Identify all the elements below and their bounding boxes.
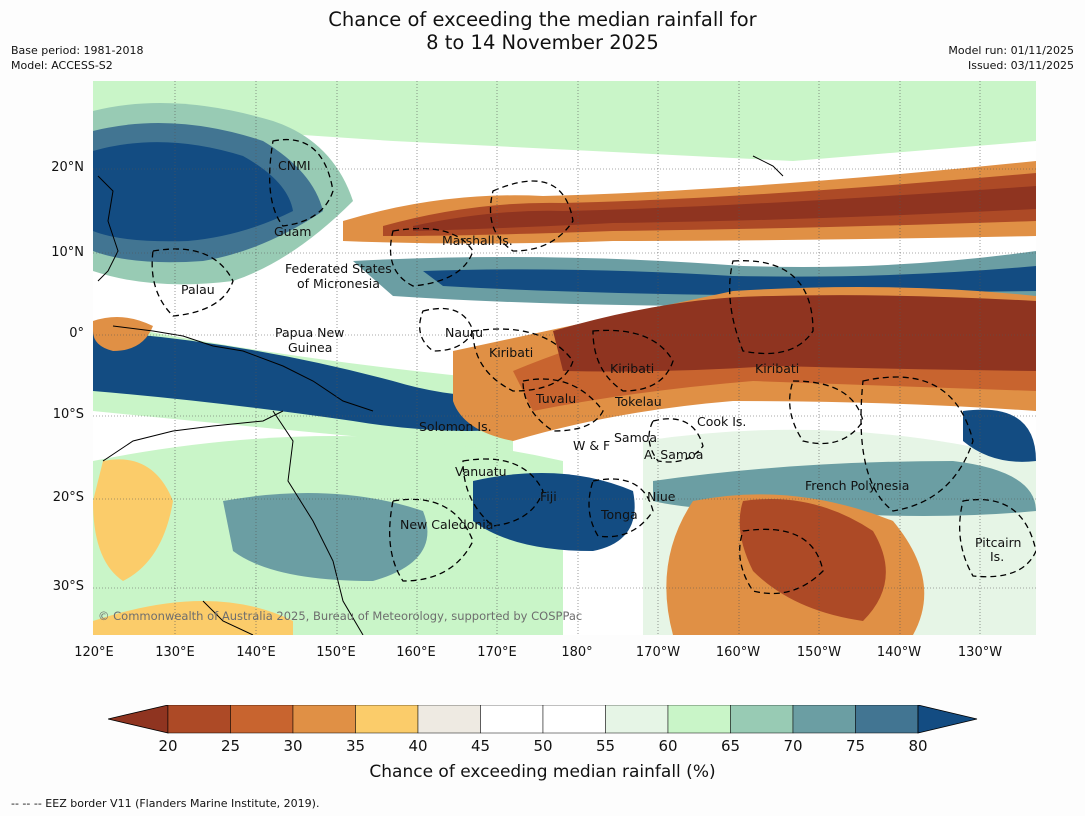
lat-label-10s: 10°S	[52, 407, 84, 422]
model-run: Model run: 01/11/2025	[948, 44, 1074, 57]
colorbar-above-80	[917, 705, 978, 734]
lon-label-140e: 140°E	[236, 645, 276, 660]
label-marshall-is: Marshall Is.	[442, 233, 513, 248]
eez-legend-note: -- -- -- EEZ border V11 (Flanders Marine…	[11, 797, 320, 810]
meta-left: Base period: 1981-2018 Model: ACCESS-S2	[11, 43, 143, 73]
colorbar-bin-30-35	[292, 705, 356, 734]
label-kiribati-central: Kiribati	[610, 361, 655, 376]
lon-label-120e: 120°E	[74, 645, 114, 660]
label-fsm-line1: Federated States	[285, 261, 392, 276]
label-tokelau: Tokelau	[615, 394, 662, 409]
model-name: Model: ACCESS-S2	[11, 59, 113, 72]
colorbar-bin-50-55	[542, 705, 606, 734]
label-solomon-is: Solomon Is.	[419, 419, 492, 434]
colorbar-tick-35: 35	[345, 737, 366, 755]
map-canvas	[93, 81, 1036, 635]
rainfall-map[interactable]: CNMI Guam Marshall Is. Federated States …	[93, 81, 1036, 635]
colorbar-bin-45-50	[480, 705, 544, 734]
colorbar-tick-25: 25	[220, 737, 241, 755]
colorbar-bin-25-30	[230, 705, 294, 734]
meta-right: Model run: 01/11/2025 Issued: 03/11/2025	[948, 43, 1074, 73]
lon-label-150e: 150°E	[316, 645, 356, 660]
label-french-polynesia: French Polynesia	[805, 478, 910, 493]
label-guam: Guam	[274, 224, 312, 239]
colorbar-tick-60: 60	[658, 737, 678, 755]
lat-label-0: 0°	[69, 326, 84, 341]
rainfall-field	[93, 81, 1036, 635]
label-png-line2: Guinea	[288, 340, 333, 355]
label-nauru: Nauru	[445, 325, 483, 340]
copyright-notice: © Commonwealth of Australia 2025, Bureau…	[98, 609, 583, 623]
colorbar-bin-35-40	[355, 705, 419, 734]
lat-label-20n: 20°N	[51, 160, 84, 175]
label-tonga: Tonga	[601, 507, 638, 522]
label-vanuatu: Vanuatu	[455, 464, 507, 479]
colorbar-tick-75: 75	[845, 737, 866, 755]
label-fiji: Fiji	[540, 489, 557, 504]
lat-label-30s: 30°S	[52, 579, 84, 594]
colorbar-tick-70: 70	[783, 737, 803, 755]
colorbar-bin-65-70	[730, 705, 794, 734]
colorbar-title: Chance of exceeding median rainfall (%)	[369, 762, 716, 782]
colorbar-below-20	[108, 705, 169, 734]
lat-label-20s: 20°S	[52, 490, 84, 505]
coastlines	[97, 155, 784, 635]
lon-label-150w: 150°W	[796, 645, 842, 660]
colorbar-bin-60-65	[667, 705, 731, 734]
colorbar-bin-75-80	[855, 705, 919, 734]
lon-label-130e: 130°E	[155, 645, 195, 660]
lon-label-170w: 170°W	[635, 645, 681, 660]
colorbar-bin-40-45	[417, 705, 481, 734]
label-wallis-futuna: W & F	[573, 438, 611, 453]
colorbar-tick-80: 80	[908, 737, 928, 755]
label-palau: Palau	[181, 282, 215, 297]
label-samoa: Samoa	[614, 430, 658, 445]
lon-label-140w: 140°W	[876, 645, 922, 660]
label-kiribati-east: Kiribati	[755, 361, 800, 376]
colorbar-tick-45: 45	[470, 737, 491, 755]
label-new-caledonia: New Caledonia	[400, 517, 494, 532]
label-american-samoa: A. Samoa	[644, 447, 704, 462]
label-cook-is: Cook Is.	[697, 414, 747, 429]
colorbar-bin-55-60	[605, 705, 669, 734]
base-period: Base period: 1981-2018	[11, 44, 144, 57]
label-fsm-line2: of Micronesia	[297, 276, 380, 291]
lon-label-130w: 130°W	[957, 645, 1003, 660]
label-cnmi: CNMI	[278, 158, 311, 173]
lon-label-170e: 170°E	[477, 645, 517, 660]
label-kiribati-west: Kiribati	[489, 345, 534, 360]
colorbar-tick-40: 40	[408, 737, 428, 755]
colorbar-tick-65: 65	[720, 737, 741, 755]
colorbar	[108, 705, 978, 734]
label-pitcairn-line2: Is.	[990, 549, 1005, 564]
issued-date: Issued: 03/11/2025	[967, 59, 1074, 72]
colorbar-bin-20-25	[167, 705, 231, 734]
lon-label-180: 180°	[561, 645, 593, 660]
label-tuvalu: Tuvalu	[536, 391, 577, 406]
lat-label-10n: 10°N	[51, 245, 84, 260]
label-pitcairn-line1: Pitcairn	[975, 535, 1022, 550]
colorbar-tick-20: 20	[158, 737, 178, 755]
label-niue: Niue	[647, 489, 676, 504]
chart-title: Chance of exceeding the median rainfall …	[0, 8, 1085, 54]
label-png-line1: Papua New	[275, 325, 345, 340]
colorbar-tick-50: 50	[533, 737, 553, 755]
graticule	[93, 81, 1036, 635]
colorbar-tick-30: 30	[283, 737, 303, 755]
title-line-1: Chance of exceeding the median rainfall …	[328, 8, 757, 31]
lon-label-160w: 160°W	[715, 645, 761, 660]
colorbar-bin-70-75	[792, 705, 856, 734]
colorbar-tick-55: 55	[595, 737, 616, 755]
lon-label-160e: 160°E	[396, 645, 436, 660]
title-line-2: 8 to 14 November 2025	[426, 31, 659, 54]
